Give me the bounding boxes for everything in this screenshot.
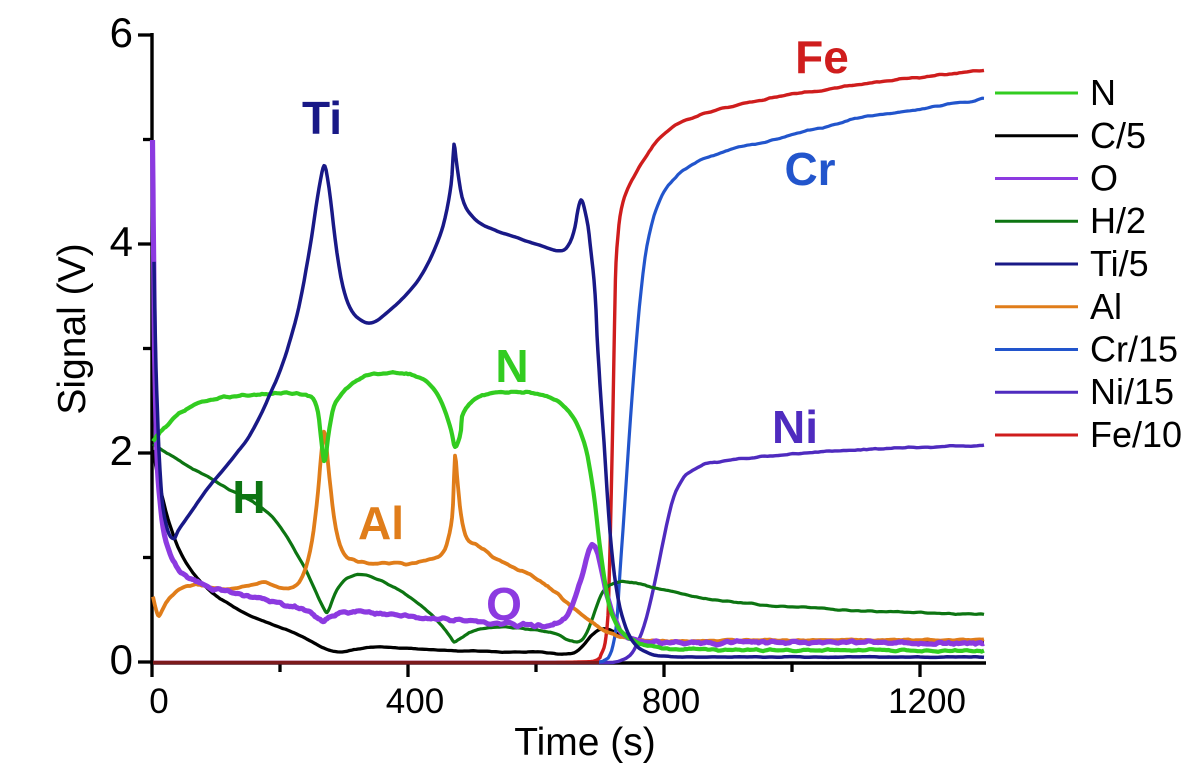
svg-text:800: 800 bbox=[642, 682, 700, 721]
svg-text:Ni/15: Ni/15 bbox=[1090, 371, 1174, 412]
svg-text:0: 0 bbox=[110, 636, 133, 683]
svg-text:Cr: Cr bbox=[784, 143, 835, 195]
svg-text:N: N bbox=[495, 340, 528, 392]
svg-text:Signal (V): Signal (V) bbox=[51, 243, 94, 414]
svg-text:O: O bbox=[486, 578, 522, 630]
svg-text:Fe/10: Fe/10 bbox=[1090, 414, 1182, 455]
svg-text:Ti/5: Ti/5 bbox=[1090, 243, 1149, 284]
svg-text:C/5: C/5 bbox=[1090, 115, 1146, 156]
svg-text:Ni: Ni bbox=[772, 401, 818, 453]
svg-text:Ti: Ti bbox=[302, 92, 342, 144]
svg-text:Al: Al bbox=[358, 497, 404, 549]
svg-text:1200: 1200 bbox=[888, 682, 966, 721]
svg-text:Al: Al bbox=[1090, 286, 1122, 327]
svg-text:Time (s): Time (s) bbox=[514, 721, 656, 764]
svg-text:6: 6 bbox=[110, 9, 133, 56]
svg-text:2: 2 bbox=[110, 427, 133, 474]
svg-text:O: O bbox=[1090, 158, 1118, 199]
svg-text:N: N bbox=[1090, 72, 1116, 113]
svg-text:H/2: H/2 bbox=[1090, 200, 1146, 241]
svg-text:Cr/15: Cr/15 bbox=[1090, 329, 1178, 370]
svg-text:400: 400 bbox=[386, 682, 444, 721]
svg-text:4: 4 bbox=[110, 218, 133, 265]
svg-text:Fe: Fe bbox=[795, 31, 849, 83]
svg-text:0: 0 bbox=[149, 682, 168, 721]
svg-text:H: H bbox=[232, 471, 265, 523]
